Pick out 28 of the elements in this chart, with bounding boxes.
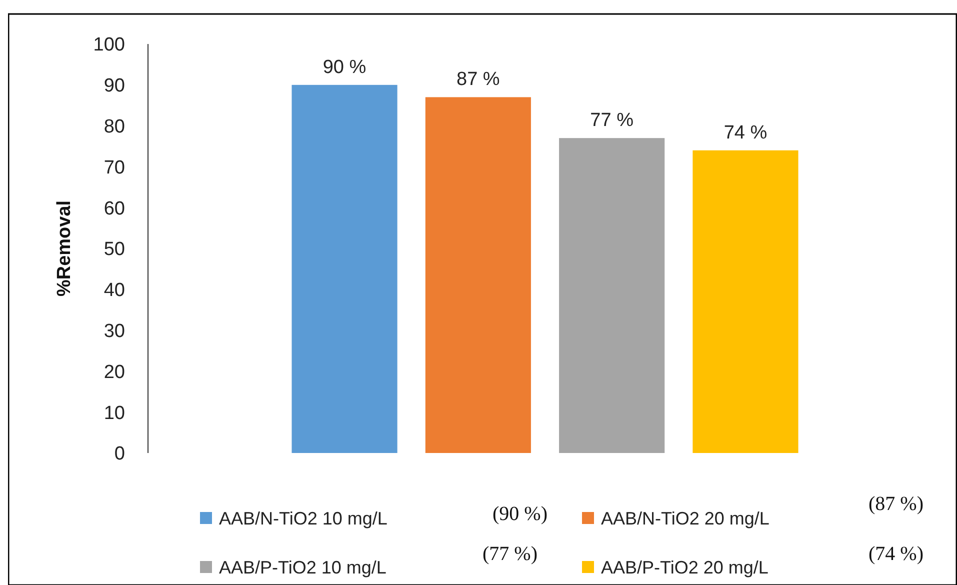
y-axis-title: %Removal [54,200,75,297]
bar [292,84,398,453]
y-tick-label: 0 [114,444,125,465]
bar [425,97,531,453]
bar [692,150,798,453]
y-tick-label: 70 [104,157,125,178]
text: (90 %) [492,503,548,525]
legend-label: AAB/N-TiO2 10 mg/L [219,508,388,528]
y-tick-label: 20 [104,362,125,383]
text: (74 %) [868,543,924,565]
y-tick-label: 60 [104,198,125,220]
text: (77 %) [482,543,538,565]
y-tick-label: 100 [93,34,125,56]
data-label: 77 % [590,110,634,132]
y-tick-label: 30 [104,320,125,342]
bar [559,138,665,453]
y-tick-label: 90 [104,76,125,97]
data-label: 90 % [322,56,366,78]
text: (87 %) [868,493,924,515]
legend-label: AAB/N-TiO2 20 mg/L [601,508,770,528]
y-tick-label: 10 [104,402,125,424]
y-tick-label: 40 [104,280,125,302]
legend-label: AAB/P-TiO2 10 mg/L [219,557,386,578]
y-tick-label: 50 [104,239,125,260]
data-label: 74 % [724,122,768,144]
data-label: 87 % [456,69,500,90]
y-tick-label: 80 [104,116,125,138]
legend-label: AAB/P-TiO2 20 mg/L [601,557,768,578]
